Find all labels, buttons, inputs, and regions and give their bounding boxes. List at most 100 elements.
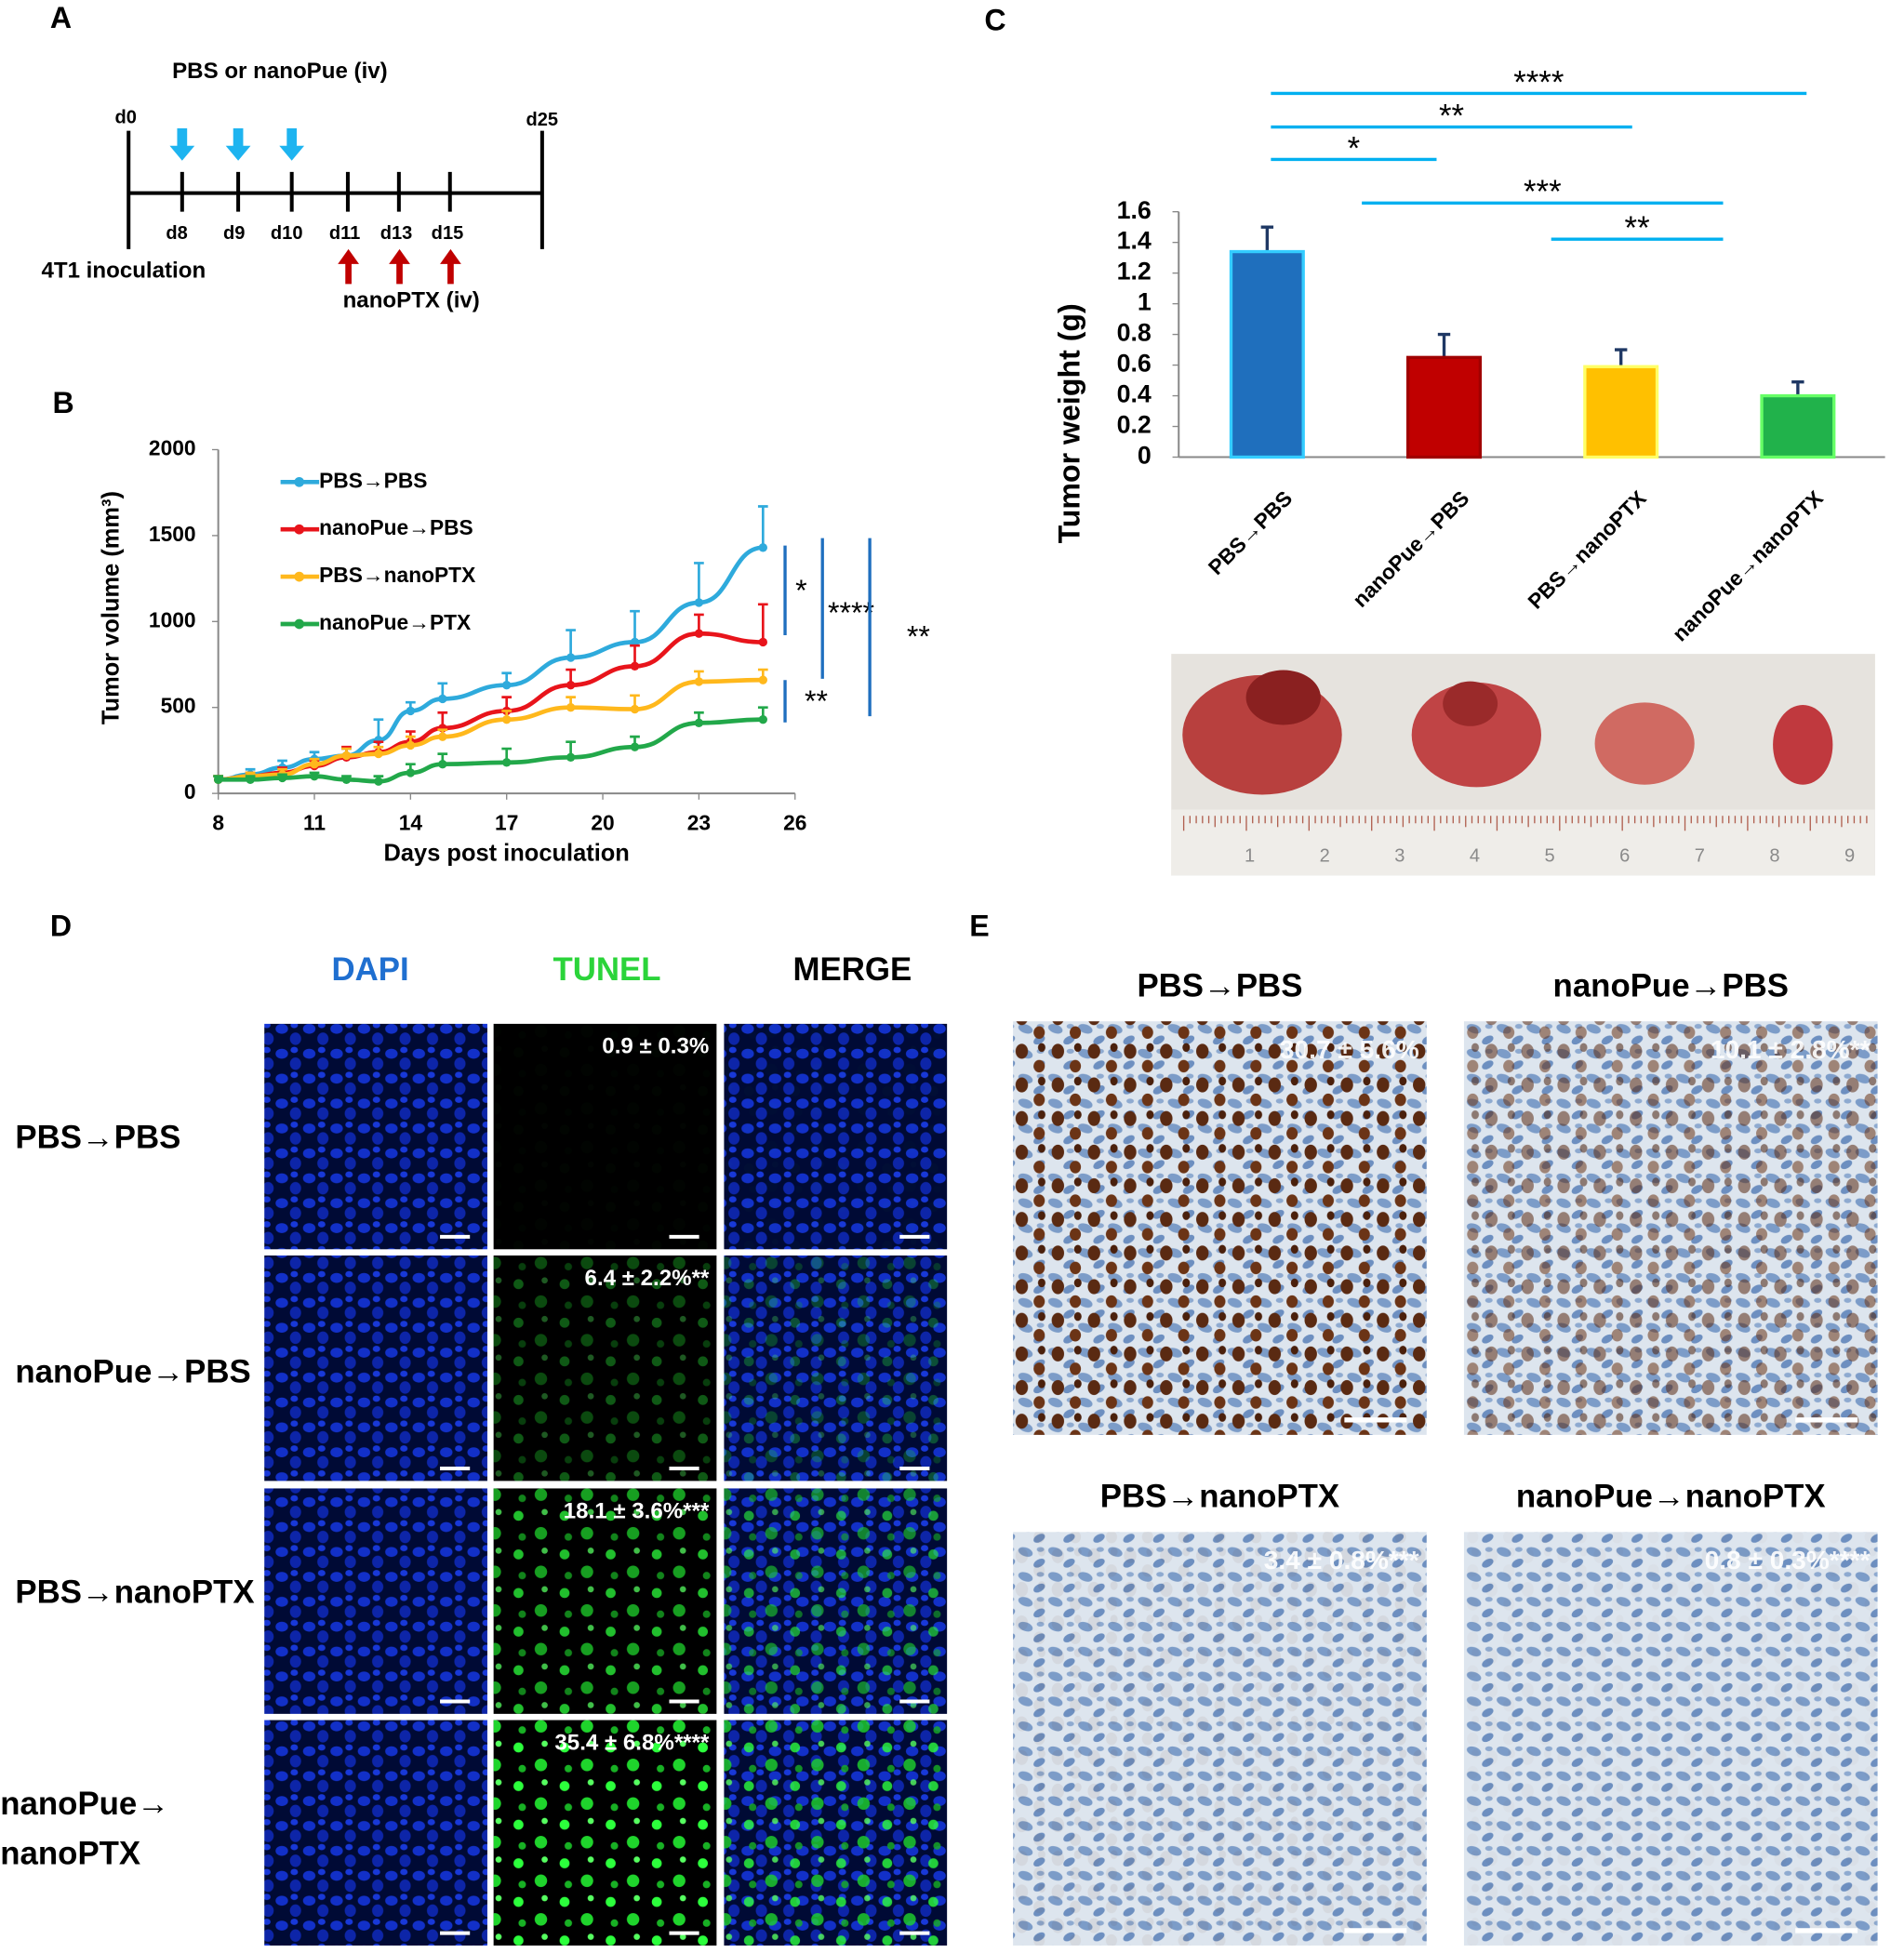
tumor — [1773, 705, 1833, 785]
tunel-signal — [493, 1256, 717, 1481]
point — [694, 718, 704, 728]
point — [502, 714, 512, 724]
significance-label: **** — [1513, 64, 1564, 100]
y-tick-label: 0.2 — [1117, 411, 1152, 439]
dapi-image — [264, 1720, 487, 1946]
error-bar — [630, 609, 640, 643]
y-tick-label: 1500 — [149, 522, 196, 546]
point — [630, 637, 640, 647]
significance-label: ** — [1439, 98, 1464, 134]
ihc-image — [1463, 1532, 1878, 1946]
y-tick-label: 0.8 — [1117, 319, 1152, 347]
point — [758, 637, 767, 647]
error-bar — [1260, 225, 1274, 252]
panel-label: A — [50, 1, 72, 34]
point — [374, 749, 383, 759]
legend-label: nanoPue→PBS — [319, 515, 473, 539]
x-tick-label: 11 — [303, 811, 326, 835]
x-tick-label: 14 — [399, 811, 423, 835]
ruler-label: 1 — [1245, 846, 1255, 867]
merge-signal — [724, 1256, 948, 1481]
column-header: MERGE — [793, 951, 912, 988]
timeline: A PBS or nanoPue (iv) d0 d25 d8 d9 d10 d… — [41, 1, 558, 313]
ihc-stain — [1013, 1532, 1427, 1946]
point — [310, 760, 319, 769]
row-label: nanoPTX — [0, 1836, 140, 1872]
significance-label: ** — [805, 684, 828, 718]
y-tick-label: 500 — [161, 694, 196, 718]
ihc-title: nanoPue→PBS — [1553, 967, 1789, 1003]
legend-marker — [294, 524, 305, 535]
y-tick-label: 1 — [1138, 288, 1152, 316]
legend-marker — [294, 618, 305, 630]
point — [438, 694, 447, 704]
dapi-image — [264, 1023, 487, 1250]
point — [694, 598, 704, 607]
error-bar — [566, 629, 576, 658]
significance-label: ** — [907, 620, 930, 654]
x-tick-label: 20 — [591, 811, 614, 835]
significance-label: ** — [1625, 210, 1650, 246]
x-tick-label: PBS→PBS — [1204, 485, 1298, 579]
point — [341, 751, 352, 761]
microscopy: PBS→PBS 0.9 ± 0.3% nanoPue→PBS 6.4 ± 2.2%**… — [0, 967, 1878, 1946]
legend-label: nanoPue→PTX — [319, 610, 471, 634]
x-tick-label: 23 — [687, 811, 711, 835]
y-tick-label: 1.6 — [1117, 196, 1152, 224]
error-bar — [757, 603, 768, 643]
point — [310, 771, 319, 781]
ruler-label: 6 — [1619, 846, 1630, 867]
point — [406, 706, 416, 716]
tumor-photo — [1171, 654, 1875, 876]
end-label: d25 — [526, 110, 558, 130]
point — [277, 773, 287, 783]
point — [502, 758, 512, 767]
x-tick-label: nanoPue→nanoPTX — [1668, 485, 1828, 645]
panel-label: C — [984, 4, 1005, 37]
ihc-stain — [1463, 1021, 1878, 1435]
bar — [1760, 393, 1836, 459]
panel-label: E — [969, 909, 989, 942]
point — [406, 740, 416, 751]
tumor — [1594, 702, 1695, 785]
y-tick-label: 1.2 — [1117, 258, 1152, 286]
tunel-value: 0.9 ± 0.3% — [602, 1034, 709, 1059]
point — [406, 768, 416, 777]
point — [246, 775, 255, 785]
point — [758, 675, 767, 684]
x-tick-label: PBS→nanoPTX — [1523, 485, 1650, 613]
ihc-stain — [1013, 1021, 1427, 1435]
point — [630, 704, 640, 714]
tunel-signal — [493, 1488, 717, 1714]
day-label: d15 — [432, 223, 464, 244]
ruler-label: 4 — [1470, 846, 1480, 867]
ruler-label: 3 — [1394, 846, 1405, 867]
significance-label: * — [1348, 130, 1361, 166]
point — [566, 752, 576, 762]
panel-label: D — [50, 909, 72, 942]
line-chart: B 0 500 1000 1500 2000 8 11 14 17 20 23 26 Days post … — [53, 386, 930, 867]
column-header: DAPI — [331, 951, 408, 988]
day-ticks — [180, 171, 452, 212]
y-tick-label: 0 — [184, 779, 196, 804]
point — [502, 681, 512, 690]
series-line — [218, 717, 764, 784]
bar-chart: C 0 0.2 0.40.6 0.8 11.2 1.4 1.6 Tumor weight (g)… — [984, 4, 1885, 646]
ihc-value: 10.1 ± 2.8%** — [1711, 1035, 1871, 1064]
ihc-stain — [1464, 1532, 1878, 1946]
row-label: PBS→nanoPTX — [15, 1574, 254, 1610]
ihc-title: PBS→nanoPTX — [1100, 1478, 1339, 1514]
panel-label: B — [53, 386, 74, 419]
significance-label: **** — [828, 596, 874, 630]
y-axis-label: Tumor weight (g) — [1053, 303, 1086, 543]
ruler-label: 8 — [1769, 846, 1779, 867]
point — [758, 543, 767, 552]
point — [630, 742, 640, 751]
y-tick-label: 2000 — [149, 435, 196, 459]
point — [758, 714, 767, 724]
legend-marker — [294, 571, 305, 582]
significance-label: *** — [1524, 174, 1562, 210]
tumor — [1245, 670, 1321, 725]
